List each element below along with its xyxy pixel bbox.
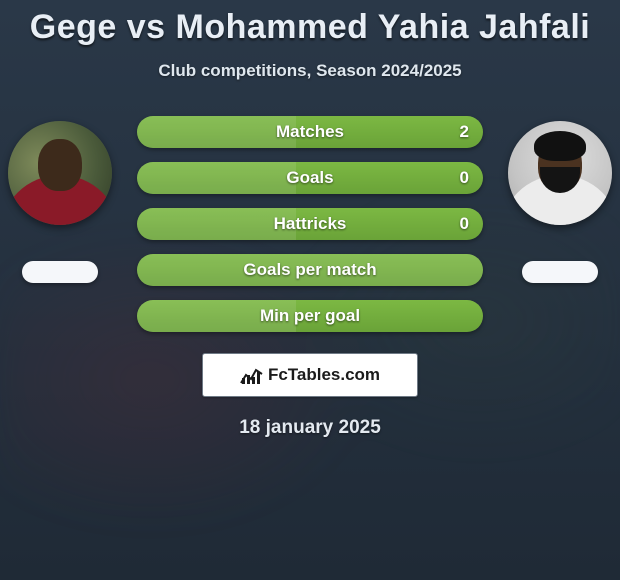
stat-bar-highlight (137, 162, 296, 194)
stat-bar: Matches 2 (137, 116, 483, 148)
player-left-avatar (8, 121, 112, 225)
stat-bar-highlight (137, 208, 296, 240)
stat-bar: Goals 0 (137, 162, 483, 194)
stat-bar-label: Min per goal (260, 306, 360, 326)
content-wrapper: Gege vs Mohammed Yahia Jahfali Club comp… (0, 0, 620, 439)
stat-bar: Goals per match (137, 254, 483, 286)
comparison-stage: Matches 2 Goals 0 Hattricks 0 Goals per match M… (0, 121, 620, 351)
stat-bar-value: 0 (460, 168, 469, 188)
stat-bar-value: 2 (460, 122, 469, 142)
page-title: Gege vs Mohammed Yahia Jahfali (0, 8, 620, 47)
avatar-head (38, 139, 82, 191)
stat-bar-value: 0 (460, 214, 469, 234)
stat-bar-label: Goals (286, 168, 333, 188)
stat-bar-label: Matches (276, 122, 344, 142)
stat-bar: Min per goal (137, 300, 483, 332)
brand-label: FcTables.com (268, 365, 380, 385)
stat-bars: Matches 2 Goals 0 Hattricks 0 Goals per match M… (137, 116, 483, 346)
brand-chart-icon (240, 365, 264, 385)
brand-box[interactable]: FcTables.com (202, 353, 418, 397)
stat-bar-highlight (137, 116, 296, 148)
player-right-chip (522, 261, 598, 283)
date-label: 18 january 2025 (0, 417, 620, 439)
player-left-chip (22, 261, 98, 283)
subtitle: Club competitions, Season 2024/2025 (0, 61, 620, 81)
stat-bar-label: Hattricks (274, 214, 347, 234)
stat-bar: Hattricks 0 (137, 208, 483, 240)
avatar-hair (534, 131, 586, 161)
stat-bar-label: Goals per match (243, 260, 376, 280)
player-right-avatar (508, 121, 612, 225)
